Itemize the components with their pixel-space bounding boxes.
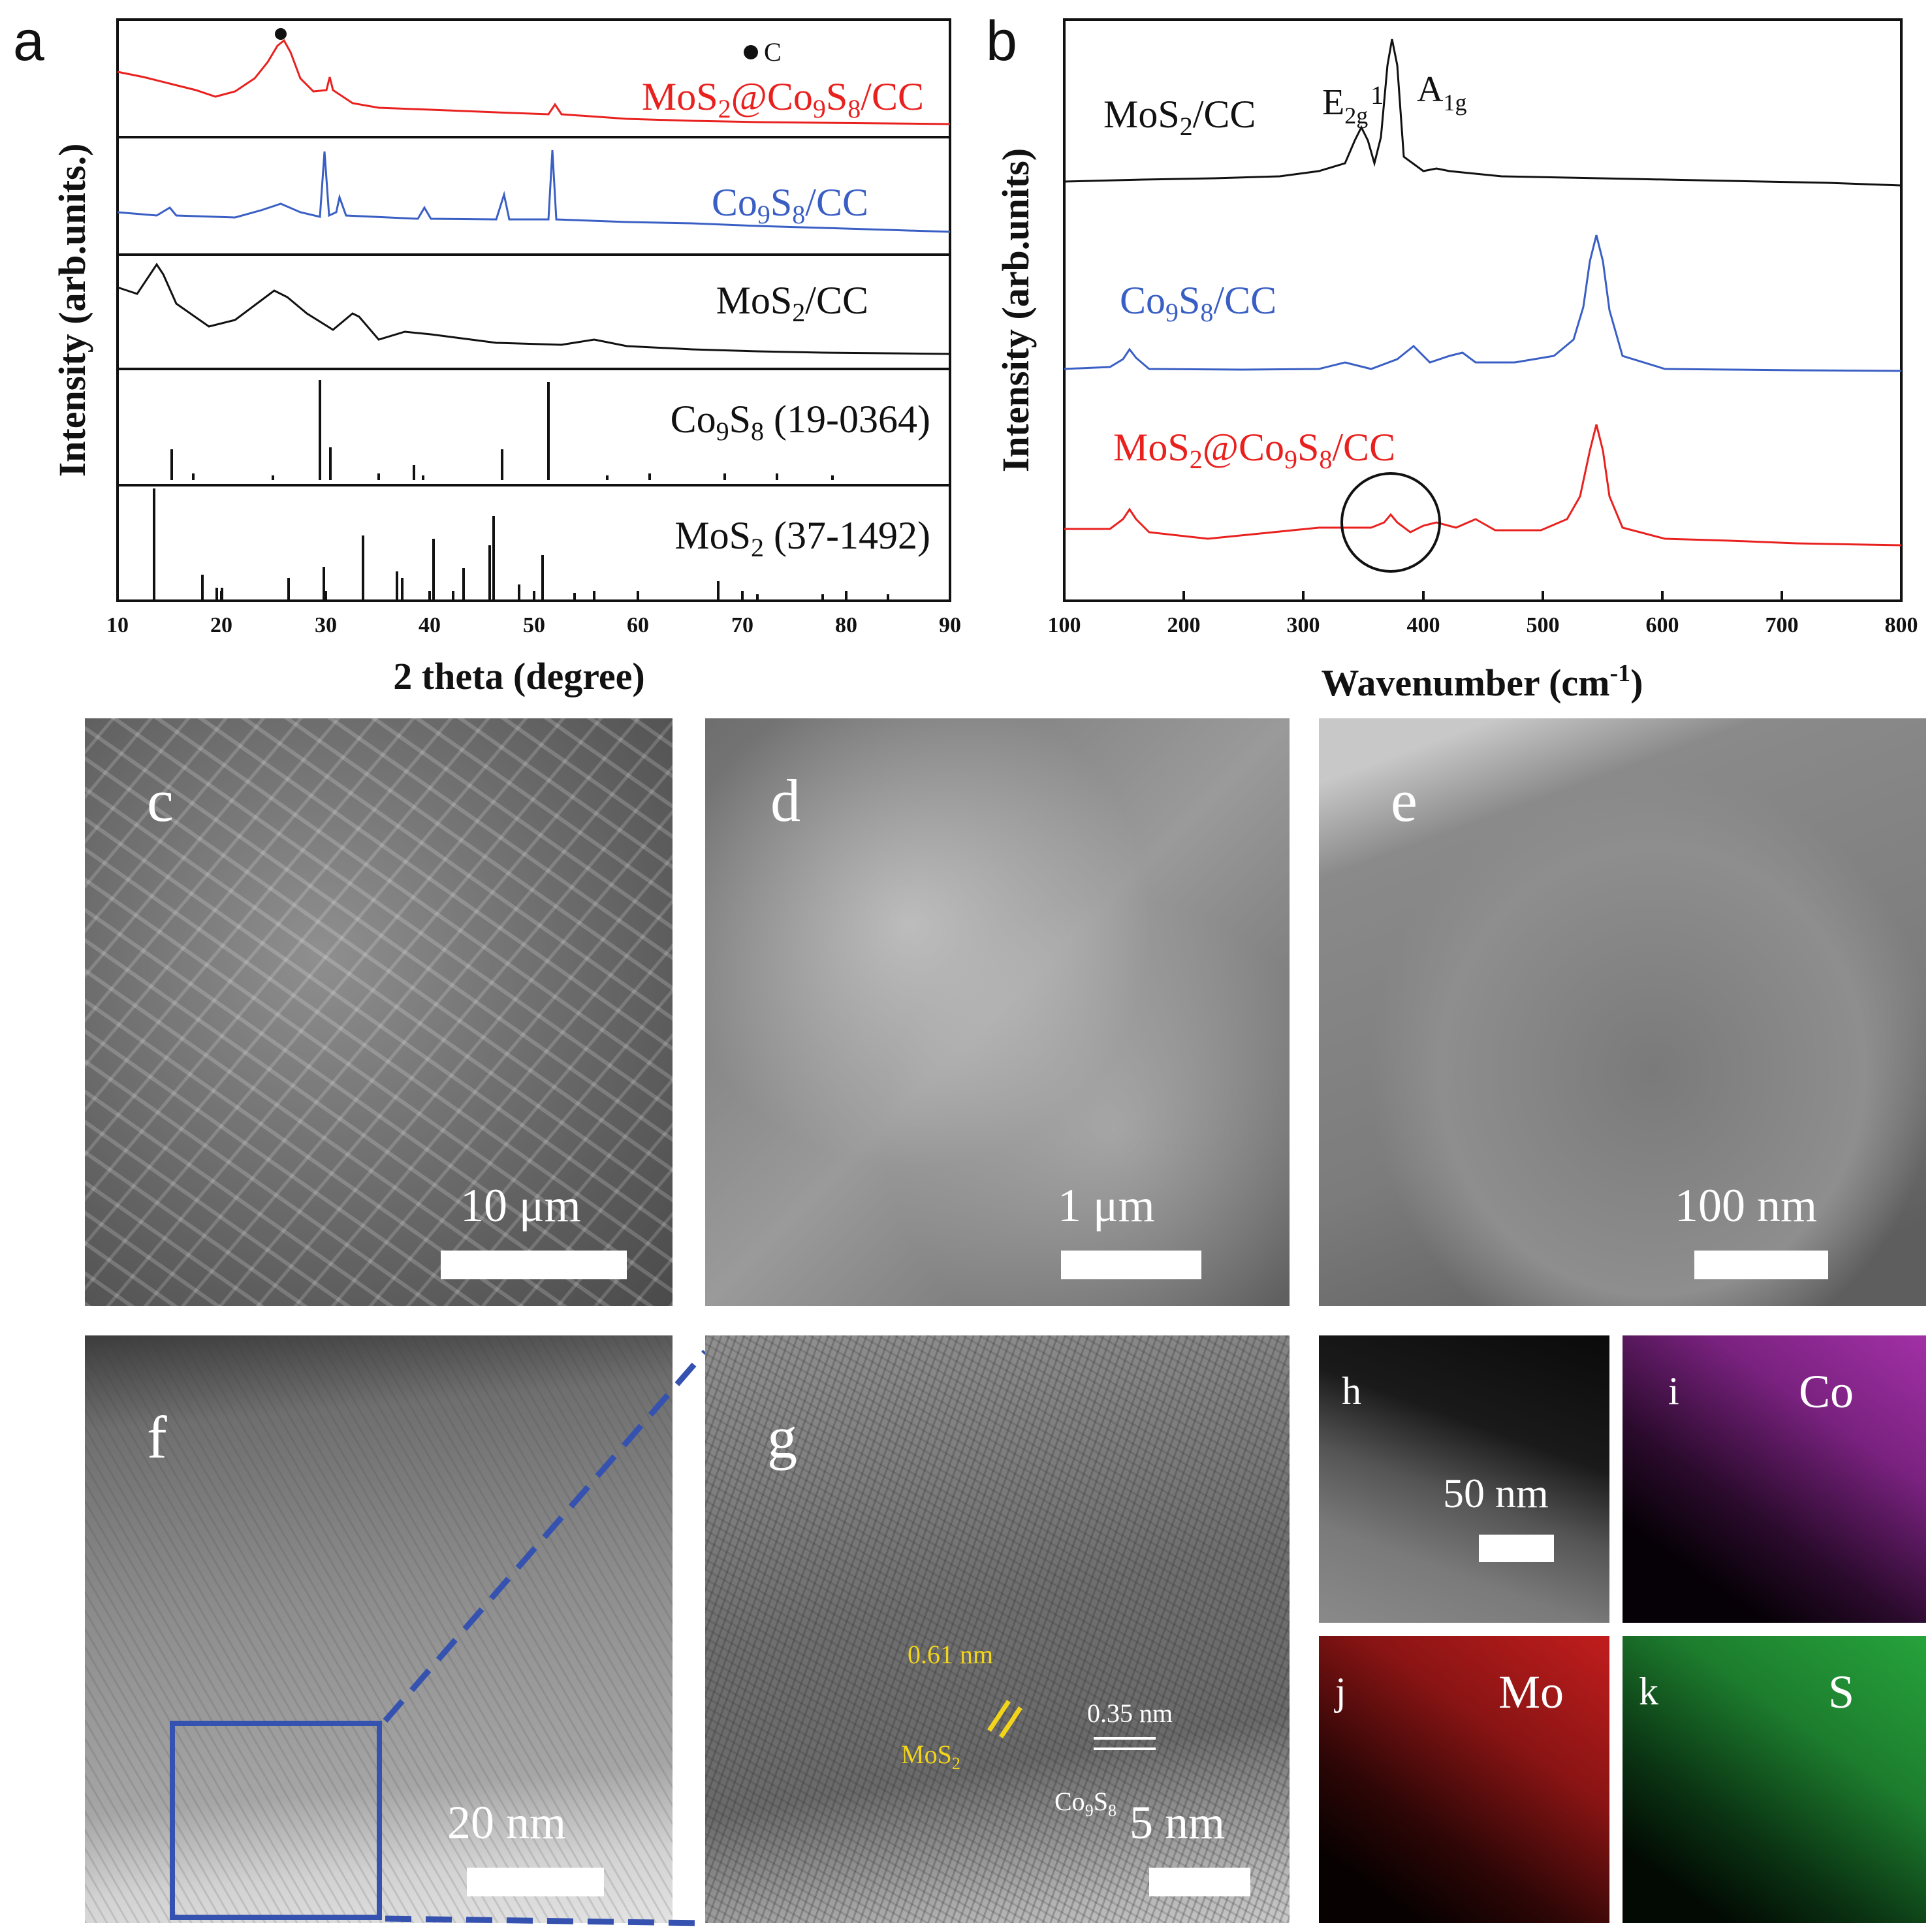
peak-label-a1g: A1g — [1417, 69, 1466, 116]
panel-i-letter: i — [1668, 1369, 1679, 1412]
peak-label-e2g: E2g1 — [1322, 80, 1384, 129]
raman-trace-mos2-co9s8 — [1064, 424, 1902, 547]
marker-c-dot — [275, 28, 287, 40]
panel-f-letter: f — [147, 1404, 167, 1471]
tem-image-f: f 20 nm — [85, 1335, 673, 1923]
eds-map-mo: j Mo — [1319, 1636, 1609, 1923]
xrd-trace-mos2-co9s8 — [117, 39, 951, 125]
xtick-a: 90 — [939, 613, 961, 637]
scale-label-d: 1 μm — [1058, 1179, 1155, 1232]
lattice-marker-co9s8 — [1094, 1737, 1156, 1750]
panel-a-chart: 10 20 30 40 50 60 70 80 90 2 theta (degr… — [51, 18, 961, 697]
label-b-mos2-co9s8-cc: MoS2@Co9S8/CC — [1113, 426, 1395, 474]
panel-h-letter: h — [1342, 1369, 1361, 1412]
panel-d-letter: d — [770, 767, 800, 834]
scale-label-c: 10 μm — [460, 1179, 581, 1232]
label-mos2-co9s8-cc: MoS2@Co9S8/CC — [642, 75, 924, 123]
eds-map-s: k S — [1623, 1636, 1926, 1923]
panel-a-ylabel: Intensity (arb.units.) — [51, 144, 93, 477]
scale-bar-e — [1694, 1251, 1828, 1279]
xtick-a: 40 — [419, 613, 441, 637]
scale-label-h: 50 nm — [1443, 1470, 1549, 1516]
haadf-image-h: h 50 nm — [1319, 1335, 1609, 1623]
xtick-b: 400 — [1407, 613, 1440, 637]
co9s8-reference-sticks — [170, 380, 834, 480]
mos2-reference-sticks — [153, 488, 889, 599]
scale-bar-g — [1149, 1868, 1250, 1896]
scale-label-f: 20 nm — [447, 1796, 567, 1849]
xtick-a: 50 — [523, 613, 545, 637]
scale-bar-d — [1061, 1251, 1201, 1279]
annotation-co9s8: Co9S8 — [1054, 1787, 1116, 1820]
hrtem-image-g: g 0.61 nm MoS2 0.35 nm Co9S8 5 nm — [705, 1335, 1290, 1923]
label-b-mos2-cc: MoS2/CC — [1103, 93, 1256, 141]
sem-image-d: d 1 μm — [705, 718, 1290, 1306]
annotation-0-61nm: 0.61 nm — [908, 1640, 994, 1669]
legend-marker-label: C — [764, 37, 782, 67]
xtick-a: 30 — [315, 613, 337, 637]
annotation-mos2: MoS2 — [901, 1740, 960, 1773]
zoom-box — [170, 1721, 382, 1920]
lattice-marker-mos2 — [987, 1700, 1022, 1738]
xtick-b: 200 — [1167, 613, 1201, 637]
xtick-a: 60 — [627, 613, 649, 637]
scale-label-g: 5 nm — [1130, 1796, 1226, 1849]
label-co9s8-cc: Co9S8/CC — [712, 181, 868, 229]
xtick-a: 10 — [106, 613, 129, 637]
eds-label-s: S — [1828, 1666, 1855, 1718]
annotation-0-35nm: 0.35 nm — [1087, 1699, 1173, 1728]
scale-bar-h — [1479, 1535, 1554, 1562]
panel-b-xlabel: Wavenumber (cm-1) — [1322, 660, 1643, 704]
xtick-b: 100 — [1048, 613, 1081, 637]
scale-bar-f — [467, 1868, 604, 1896]
panel-j-letter: j — [1335, 1670, 1346, 1713]
xtick-b: 600 — [1646, 613, 1679, 637]
label-b-co9s8-cc: Co9S8/CC — [1120, 279, 1276, 327]
highlight-circle — [1340, 472, 1441, 573]
eds-label-mo: Mo — [1498, 1666, 1564, 1718]
panel-b-ylabel: Intensity (arb.units) — [994, 148, 1037, 472]
label-co9s8-reference: Co9S8 (19-0364) — [671, 398, 930, 446]
panel-g-letter: g — [767, 1404, 797, 1471]
xrd-trace-mos2 — [117, 263, 951, 355]
raman-trace-mos2 — [1064, 39, 1902, 187]
xtick-a: 70 — [731, 613, 753, 637]
tem-image-e: e 100 nm — [1319, 718, 1926, 1306]
xtick-b: 500 — [1527, 613, 1560, 637]
xtick-b: 800 — [1885, 613, 1918, 637]
panel-a-xlabel: 2 theta (degree) — [393, 655, 644, 697]
xtick-a: 80 — [835, 613, 857, 637]
scale-bar-c — [441, 1251, 627, 1279]
panel-b-letter: b — [986, 10, 1017, 72]
label-mos2-reference: MoS2 (37-1492) — [674, 514, 930, 562]
panel-b-chart: 100 200 300 400 500 600 700 800 Wavenumb… — [994, 18, 1918, 704]
sem-image-c: c 10 μm — [85, 718, 673, 1306]
panel-e-letter: e — [1391, 767, 1417, 834]
eds-map-co: i Co — [1623, 1335, 1926, 1623]
xtick-b: 700 — [1766, 613, 1799, 637]
panel-b-frame — [1063, 18, 1903, 602]
xtick-b: 300 — [1287, 613, 1320, 637]
panel-a-letter: a — [13, 10, 44, 72]
eds-label-co: Co — [1799, 1365, 1854, 1418]
xrd-trace-co9s8 — [117, 150, 951, 233]
panel-k-letter: k — [1639, 1670, 1658, 1713]
legend-marker-dot — [744, 45, 758, 59]
xtick-a: 20 — [210, 613, 232, 637]
raman-trace-co9s8 — [1064, 234, 1902, 372]
label-mos2-cc: MoS2/CC — [716, 279, 868, 327]
scale-label-e: 100 nm — [1675, 1179, 1818, 1232]
panel-c-letter: c — [147, 767, 174, 834]
